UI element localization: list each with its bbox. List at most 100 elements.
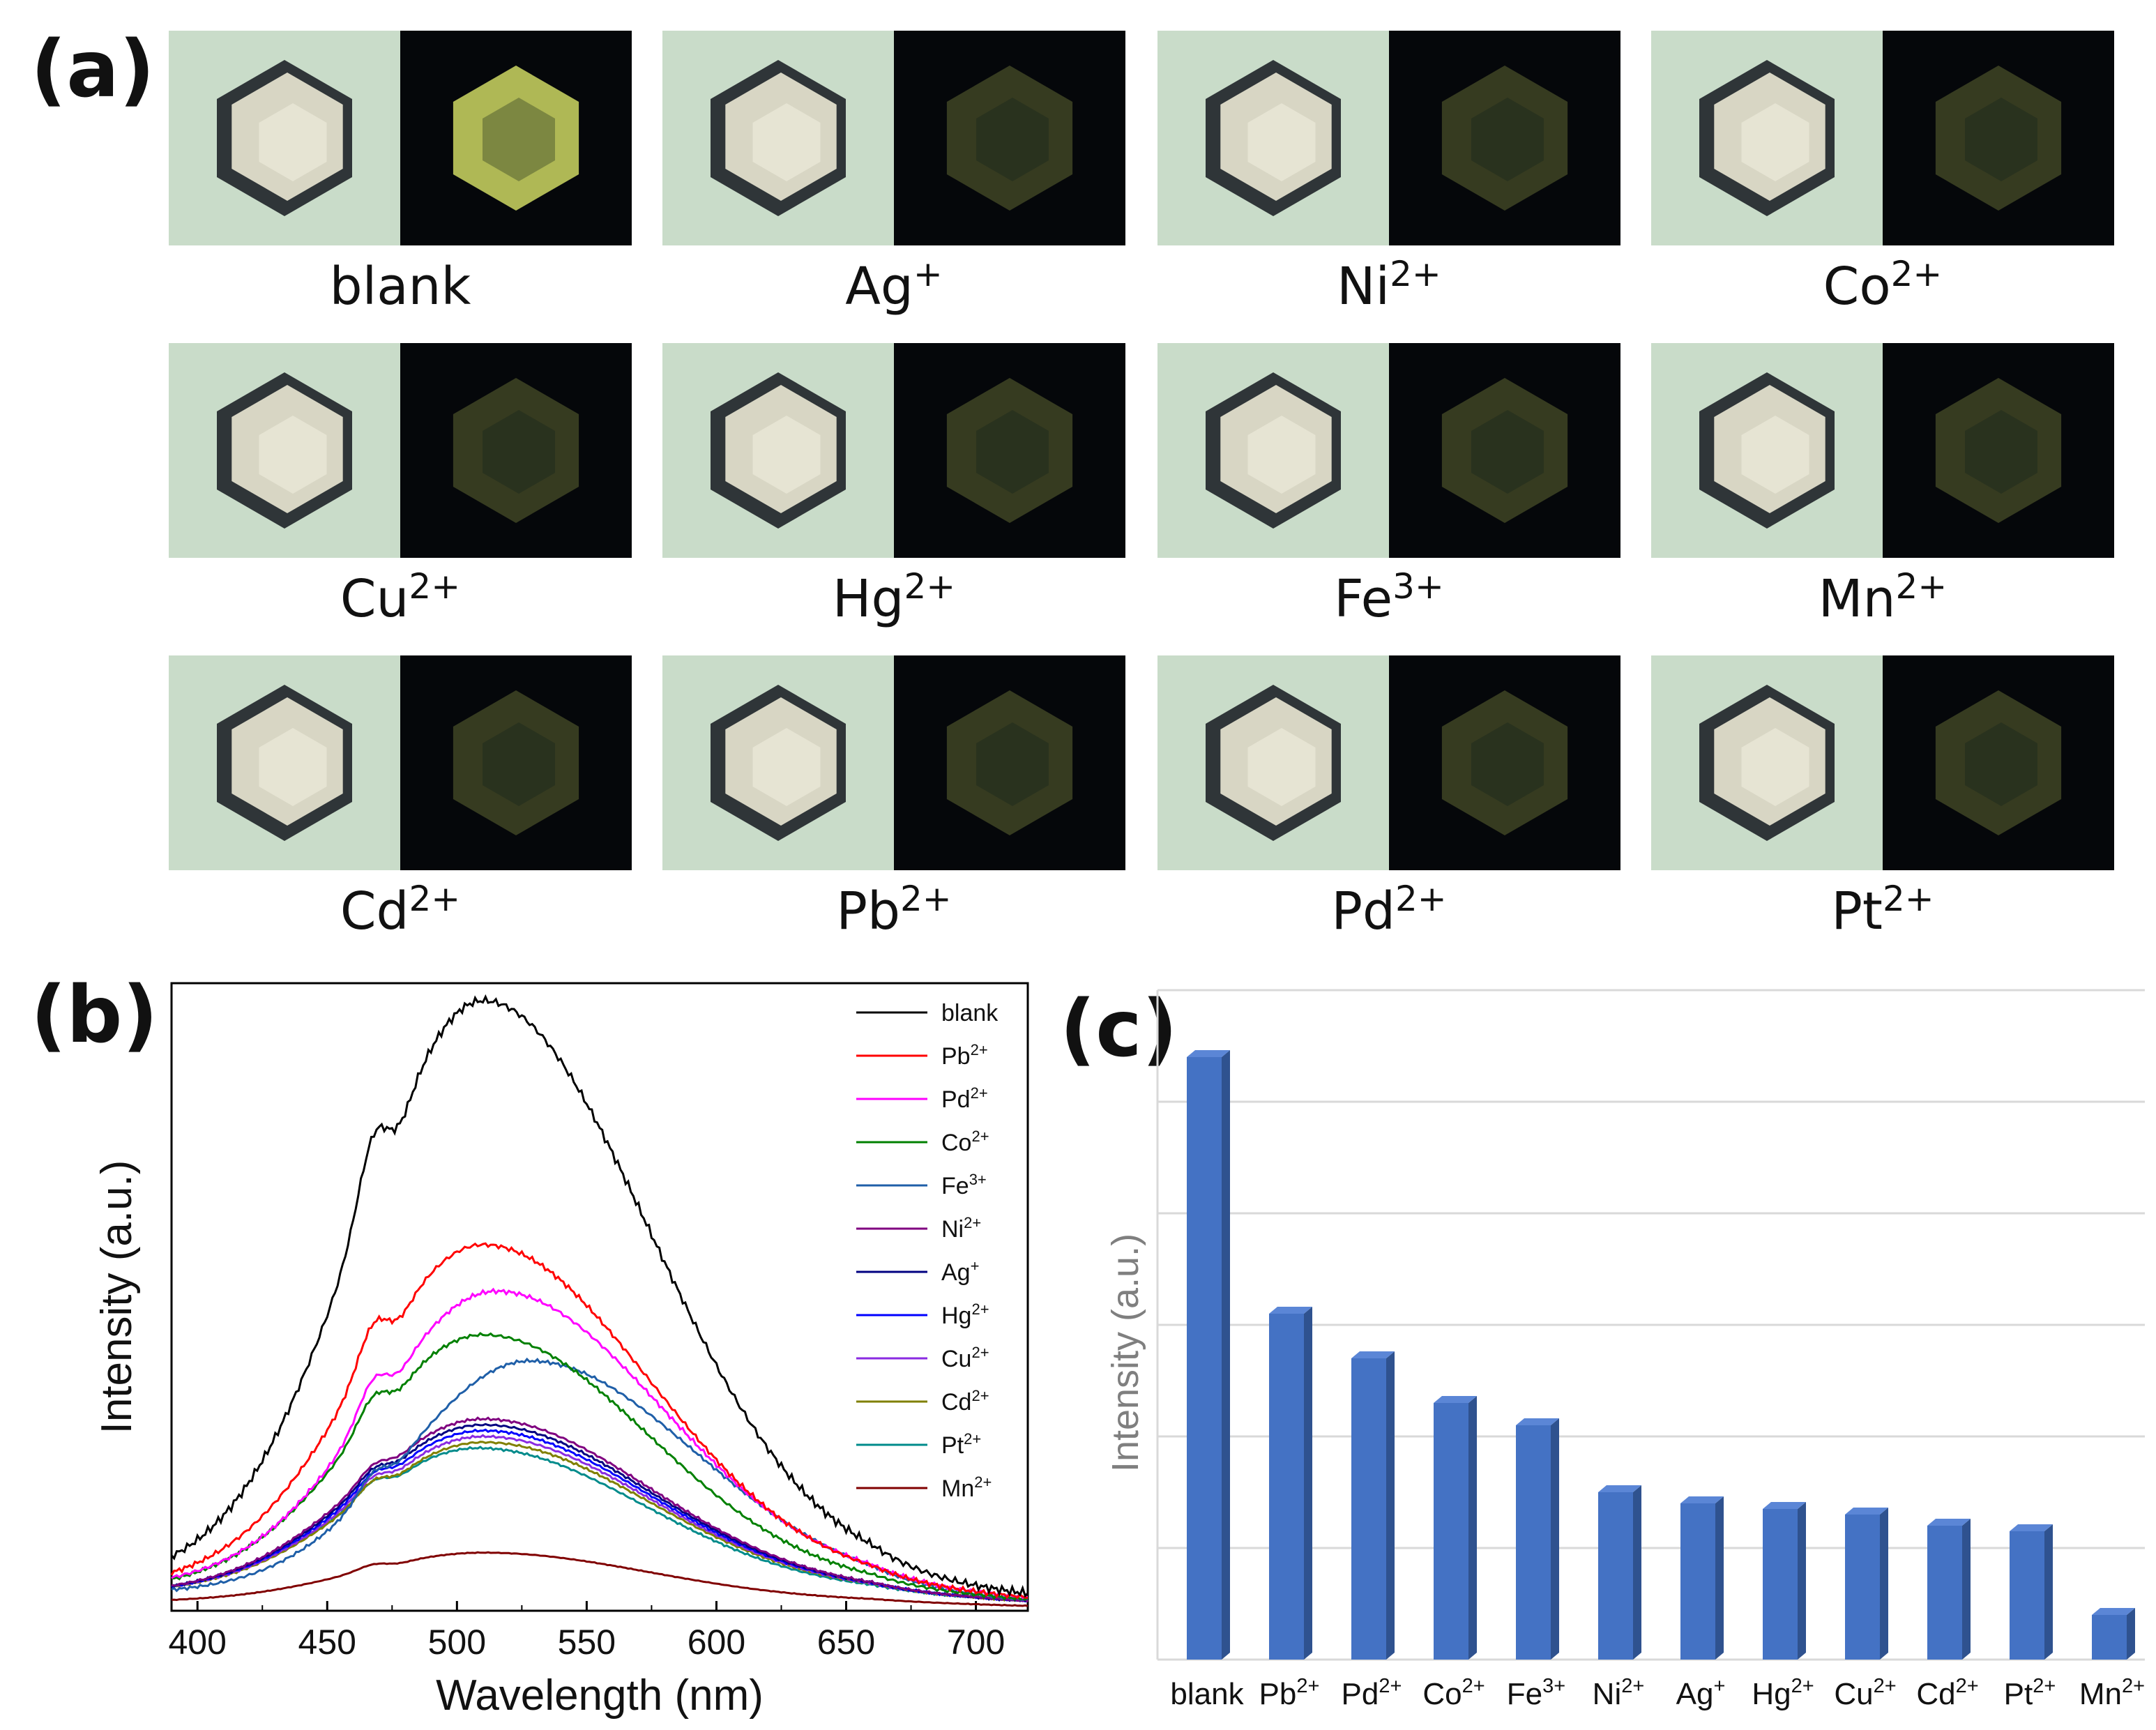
crystal-caption: Cu2+ bbox=[340, 566, 461, 629]
category-label: Pb2+ bbox=[1259, 1675, 1320, 1711]
spectrum-line-blank bbox=[170, 994, 1029, 1598]
category-label: Co2+ bbox=[1422, 1675, 1485, 1711]
fluorescence-photo bbox=[400, 31, 632, 245]
bright-field-photo bbox=[1157, 655, 1389, 870]
bar-hg bbox=[1763, 1502, 1806, 1660]
crystal-caption: Mn2+ bbox=[1818, 566, 1948, 629]
legend-label: Mn2+ bbox=[941, 1473, 992, 1502]
crystal-image-pair bbox=[1651, 31, 2114, 245]
bar-top bbox=[1351, 1351, 1395, 1358]
crystal-cell: Pd2+ bbox=[1157, 655, 1620, 955]
crystal-image-pair bbox=[1651, 343, 2114, 558]
bar-top bbox=[1269, 1307, 1312, 1314]
bright-field-photo bbox=[1157, 31, 1389, 245]
bar-top bbox=[1516, 1418, 1559, 1425]
legend-label: Cd2+ bbox=[941, 1387, 989, 1416]
legend-label: Cu2+ bbox=[941, 1344, 989, 1372]
bar-side bbox=[1304, 1307, 1312, 1660]
category-label: Hg2+ bbox=[1752, 1675, 1814, 1711]
legend-label: Pb2+ bbox=[941, 1041, 988, 1070]
category-label: blank bbox=[1170, 1677, 1244, 1711]
legend: blank Pb2+ Pd2+ Co2+ Fe3+ Ni2+ Ag+ Hg2+ Cu2+ Cd2+… bbox=[856, 1000, 999, 1502]
bar-side bbox=[1798, 1502, 1806, 1660]
fluorescence-photo bbox=[894, 31, 1125, 245]
bar-top bbox=[1598, 1485, 1641, 1492]
legend-label: Pd2+ bbox=[941, 1084, 988, 1113]
bar-front bbox=[1680, 1503, 1715, 1660]
bright-field-photo bbox=[662, 655, 894, 870]
x-tick-label: 600 bbox=[688, 1623, 745, 1662]
bar-top bbox=[1927, 1519, 1971, 1526]
bar-side bbox=[1386, 1351, 1395, 1660]
y-axis-label: Intensity (a.u.) bbox=[1104, 1234, 1146, 1472]
bar-front bbox=[1763, 1509, 1798, 1660]
crystal-image-pair bbox=[1157, 655, 1620, 870]
bar-front bbox=[2010, 1531, 2044, 1660]
panel-label-b: (b) bbox=[31, 970, 158, 1061]
crystal-cell: Pb2+ bbox=[662, 655, 1125, 955]
crystal-caption: Pd2+ bbox=[1331, 879, 1447, 941]
category-label: Ag+ bbox=[1676, 1675, 1726, 1711]
bar-ag bbox=[1680, 1496, 1724, 1660]
bar-pb bbox=[1269, 1307, 1312, 1660]
bar-side bbox=[1222, 1050, 1230, 1660]
crystal-caption: Ni2+ bbox=[1337, 254, 1441, 317]
category-label: Mn2+ bbox=[2079, 1675, 2145, 1711]
category-label: Pd2+ bbox=[1342, 1675, 1402, 1711]
legend-label: Co2+ bbox=[941, 1128, 989, 1156]
crystal-cell: Hg2+ bbox=[662, 343, 1125, 643]
y-axis-label: Intensity (a.u.) bbox=[93, 1160, 141, 1434]
legend-label: Pt2+ bbox=[941, 1430, 981, 1459]
crystal-cell: Ni2+ bbox=[1157, 31, 1620, 331]
crystal-caption: Ag+ bbox=[845, 254, 943, 317]
fluorescence-photo bbox=[1389, 31, 1620, 245]
bar-front bbox=[1516, 1425, 1551, 1660]
crystal-image-pair bbox=[1157, 343, 1620, 558]
category-label: Cu2+ bbox=[1834, 1675, 1896, 1711]
x-axis-label: Wavelength (nm) bbox=[436, 1671, 764, 1720]
crystal-cell: Cu2+ bbox=[169, 343, 632, 643]
bar-pd bbox=[1351, 1351, 1395, 1660]
legend-label: Ni2+ bbox=[941, 1214, 981, 1243]
bar-front bbox=[1351, 1358, 1386, 1660]
bright-field-photo bbox=[1651, 343, 1883, 558]
crystal-cell: Co2+ bbox=[1651, 31, 2114, 331]
crystal-image-pair bbox=[662, 343, 1125, 558]
crystal-caption: Co2+ bbox=[1823, 254, 1943, 317]
bar-side bbox=[2044, 1524, 2053, 1660]
bright-field-photo bbox=[169, 655, 400, 870]
bar-cd bbox=[1927, 1519, 1971, 1660]
x-tick-label: 500 bbox=[428, 1623, 486, 1662]
panel-label-a: (a) bbox=[31, 24, 155, 115]
bar-front bbox=[1187, 1057, 1222, 1660]
category-label: Fe3+ bbox=[1507, 1675, 1565, 1711]
legend-label: Hg2+ bbox=[941, 1300, 989, 1329]
fluorescence-photo bbox=[894, 655, 1125, 870]
x-tick-label: 650 bbox=[817, 1623, 875, 1662]
bar-top bbox=[1187, 1050, 1230, 1057]
spectrum-line-co bbox=[171, 1332, 1029, 1601]
x-tick-label: 400 bbox=[168, 1623, 226, 1662]
legend-label: blank bbox=[941, 1000, 999, 1026]
crystal-image-pair bbox=[1651, 655, 2114, 870]
intensity-bar-chart: Intensity (a.u.) blank Pb2+ Pd2+ Co2+ Fe3+ Ni2… bbox=[1104, 989, 2145, 1711]
x-tick-label: 450 bbox=[298, 1623, 356, 1662]
crystal-cell: Pt2+ bbox=[1651, 655, 2114, 955]
bar-cu bbox=[1845, 1508, 1888, 1660]
crystal-image-pair bbox=[662, 655, 1125, 870]
bar-co bbox=[1434, 1396, 1477, 1660]
fluorescence-photo bbox=[1389, 655, 1620, 870]
bar-front bbox=[1927, 1526, 1962, 1660]
bar-side bbox=[2127, 1608, 2135, 1660]
bar-side bbox=[1715, 1496, 1724, 1660]
category-label: Ni2+ bbox=[1593, 1675, 1645, 1711]
crystal-caption: Fe3+ bbox=[1334, 566, 1444, 629]
category-label: Pt2+ bbox=[2004, 1675, 2056, 1711]
bar-mn bbox=[2092, 1608, 2135, 1660]
emission-spectrum-chart: 400 450 500 550 600 650 700 Wavelength (nm) Inte… bbox=[93, 982, 1029, 1720]
crystal-cell: blank bbox=[169, 31, 632, 331]
bar-front bbox=[1845, 1515, 1880, 1660]
fluorescence-photo bbox=[1883, 343, 2114, 558]
crystal-caption: blank bbox=[329, 257, 471, 317]
crystal-cell: Cd2+ bbox=[169, 655, 632, 955]
